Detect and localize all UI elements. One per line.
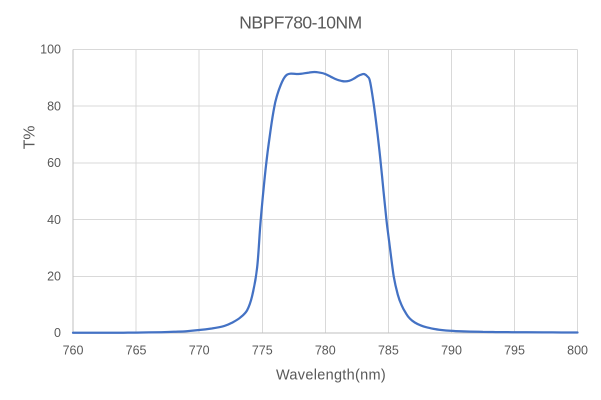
svg-text:80: 80 bbox=[47, 99, 61, 113]
svg-text:T%: T% bbox=[21, 126, 38, 150]
svg-text:760: 760 bbox=[63, 344, 84, 358]
svg-text:100: 100 bbox=[40, 43, 61, 57]
svg-text:0: 0 bbox=[54, 326, 61, 340]
svg-text:40: 40 bbox=[47, 213, 61, 227]
svg-text:20: 20 bbox=[47, 270, 61, 284]
svg-text:775: 775 bbox=[252, 344, 273, 358]
svg-text:60: 60 bbox=[47, 156, 61, 170]
svg-text:790: 790 bbox=[441, 344, 462, 358]
svg-text:785: 785 bbox=[378, 344, 399, 358]
svg-text:765: 765 bbox=[126, 344, 147, 358]
svg-text:780: 780 bbox=[315, 344, 336, 358]
svg-text:Wavelength(nm): Wavelength(nm) bbox=[276, 368, 386, 384]
svg-text:800: 800 bbox=[567, 344, 588, 358]
svg-text:795: 795 bbox=[504, 344, 525, 358]
svg-text:NBPF780-10NM: NBPF780-10NM bbox=[239, 13, 361, 33]
svg-text:770: 770 bbox=[189, 344, 210, 358]
